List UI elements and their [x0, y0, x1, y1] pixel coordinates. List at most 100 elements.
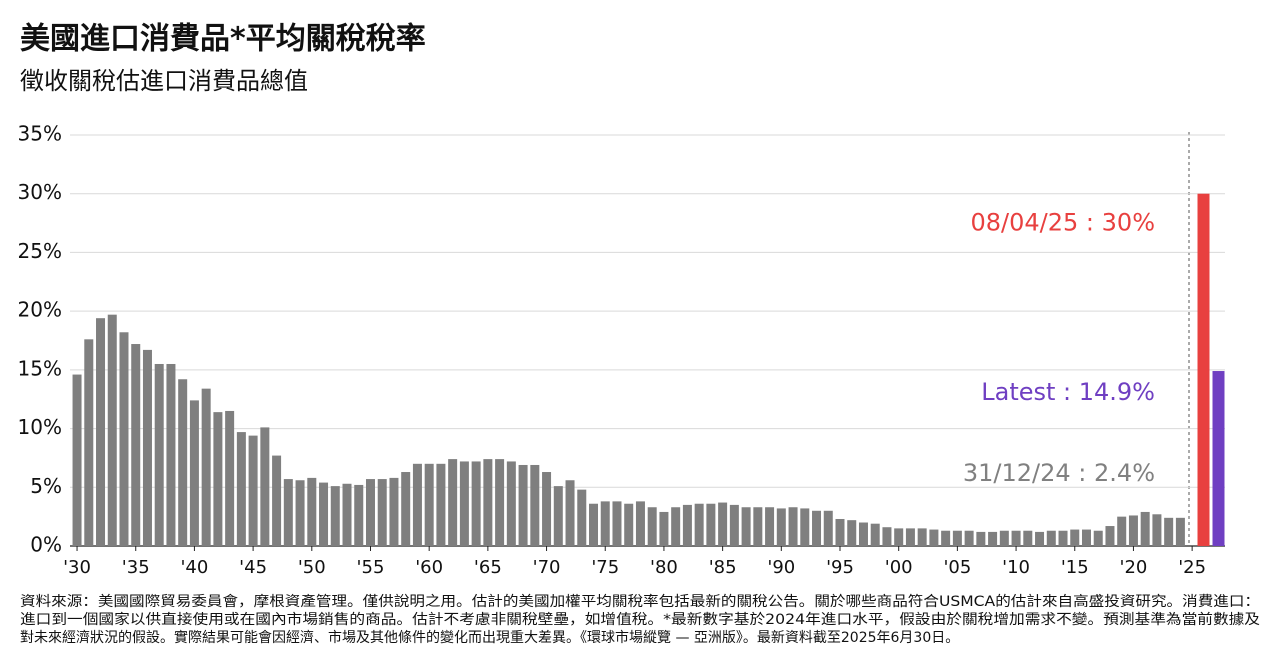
bar [1175, 517, 1185, 546]
bar [213, 412, 223, 546]
bar [272, 455, 282, 546]
bar [858, 522, 868, 546]
bar [1058, 530, 1068, 546]
bar [483, 459, 493, 546]
bar [647, 507, 657, 546]
x-tick-label: '20 [1120, 557, 1148, 578]
bar [342, 483, 352, 546]
bar [894, 528, 904, 546]
bar [1105, 526, 1115, 546]
bar [131, 344, 141, 546]
x-tick-label: '10 [1002, 557, 1030, 578]
bar [448, 459, 458, 546]
bar [729, 504, 739, 546]
bar [365, 479, 375, 546]
bar [283, 479, 293, 546]
x-tick-label: '25 [1178, 557, 1206, 578]
bar [635, 501, 645, 546]
bar [600, 501, 610, 546]
bar [166, 363, 176, 546]
bar [929, 529, 939, 546]
bar [812, 510, 822, 546]
y-tick-label: 15% [18, 356, 62, 380]
bar [577, 489, 587, 546]
bar [84, 339, 94, 546]
bar [330, 486, 340, 546]
bar [1152, 514, 1162, 546]
bar [530, 464, 540, 546]
bar [800, 508, 810, 546]
bar [964, 530, 974, 546]
y-tick-label: 0% [30, 533, 62, 557]
bar [847, 520, 857, 546]
highlight-bar [1197, 193, 1210, 546]
x-tick-label: '60 [415, 557, 443, 578]
bar [952, 530, 962, 546]
bar [154, 363, 164, 546]
bar [870, 523, 880, 546]
y-tick-label: 10% [18, 415, 62, 439]
bar [823, 510, 833, 546]
bar [1070, 529, 1080, 546]
bar [882, 527, 892, 546]
bar [976, 531, 986, 546]
x-tick-label: '50 [298, 557, 326, 578]
highlight-label: 08/04/25 : 30% [971, 209, 1155, 237]
bar [72, 374, 82, 546]
bar [1081, 529, 1091, 546]
bar [565, 480, 575, 546]
bar [1035, 531, 1045, 546]
x-tick-label: '65 [474, 557, 502, 578]
bar [835, 518, 845, 546]
x-tick-label: '85 [709, 557, 737, 578]
x-tick-label: '90 [767, 557, 795, 578]
bar [1117, 516, 1127, 546]
bar [1011, 530, 1021, 546]
bar [518, 464, 528, 546]
highlight-label: Latest : 14.9% [981, 378, 1155, 406]
bar [941, 530, 951, 546]
bar [107, 314, 117, 546]
x-tick-label: '45 [239, 557, 267, 578]
source-note: 進口到一個國家以供直接使用或在國內市場銷售的商品。估計不考慮非關稅壁壘，如增值稅… [20, 611, 1260, 628]
bar [459, 461, 469, 546]
y-tick-label: 20% [18, 298, 62, 322]
bar [753, 507, 763, 546]
bar [189, 400, 199, 546]
bar [917, 528, 927, 546]
bar [377, 479, 387, 546]
bar [236, 432, 246, 546]
bar [248, 435, 258, 546]
bar [741, 507, 751, 546]
bar [96, 318, 106, 546]
y-tick-label: 25% [18, 239, 62, 263]
x-tick-label: '15 [1061, 557, 1089, 578]
bar [436, 463, 446, 546]
x-tick-label: '40 [180, 557, 208, 578]
bar [999, 530, 1009, 546]
bar [542, 472, 552, 546]
bar [1164, 517, 1174, 546]
x-tick-label: '70 [533, 557, 561, 578]
bar [589, 503, 599, 546]
bar [612, 501, 622, 546]
bar [694, 503, 704, 546]
x-tick-label: '75 [591, 557, 619, 578]
x-tick-label: '30 [63, 557, 91, 578]
bar [1140, 511, 1150, 546]
bar [905, 528, 915, 546]
bar [659, 511, 669, 546]
source-note: 資料來源：美國國際貿易委員會，摩根資產管理。僅供說明之用。估計的美國加權平均關稅… [20, 593, 1260, 610]
x-tick-label: '35 [122, 557, 150, 578]
bar [506, 461, 516, 546]
bar [307, 477, 317, 546]
bar [319, 482, 329, 546]
y-tick-label: 35% [18, 122, 62, 146]
bar [401, 472, 411, 546]
bar [424, 463, 434, 546]
bar [718, 502, 728, 546]
bar [412, 463, 422, 546]
bar [471, 461, 481, 546]
bar [988, 531, 998, 546]
bar [178, 379, 188, 546]
